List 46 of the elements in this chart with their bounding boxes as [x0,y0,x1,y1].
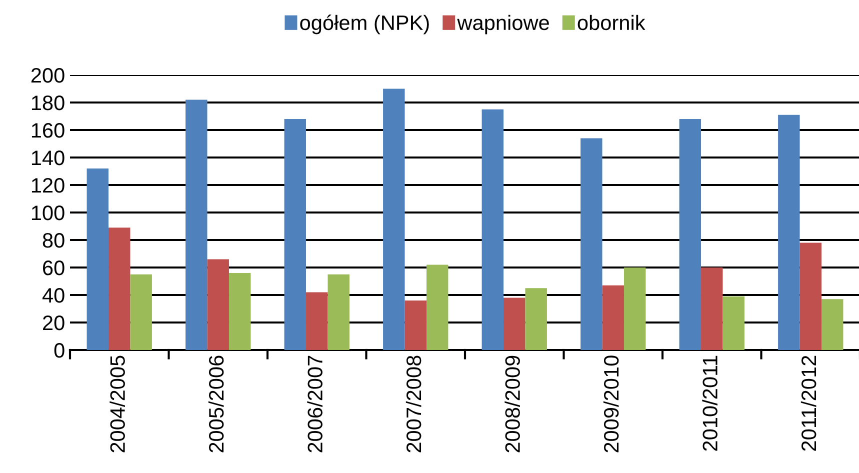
y-tick-label: 60 [43,260,64,276]
bar [701,268,723,350]
bar [228,273,251,350]
bar [778,114,800,350]
bar [821,299,844,350]
y-tick-label: 80 [42,233,64,248]
bar [284,119,306,350]
x-tick-label: 2010/2011 [702,356,718,451]
bar [525,288,547,350]
bar [580,138,602,350]
bar [306,292,328,350]
bar [426,264,448,350]
y-tick-label: 180 [32,96,64,110]
bar [482,109,504,350]
y-tick-label: 20 [43,316,64,330]
bar [108,228,130,350]
bar [383,88,405,350]
x-tick-label: 2009/2010 [603,356,619,452]
x-tick-label: 2007/2008 [406,356,422,452]
bar [86,168,109,350]
bar [602,285,624,350]
legend-label: ogółem (NPK) [300,14,429,34]
bar [679,119,702,350]
y-tick-label: 140 [32,150,64,166]
y-tick-label: 40 [42,288,64,303]
y-tick-label: 200 [31,68,64,83]
x-tick-label: 2005/2006 [208,356,224,452]
x-tick-label: 2011/2012 [800,356,816,451]
bar [722,296,744,350]
bar [404,300,426,350]
bar [504,298,526,350]
x-tick-label: 2006/2007 [307,356,322,452]
y-tick-label: 120 [32,178,64,193]
y-tick-label: 100 [32,206,64,220]
bar [207,259,229,350]
x-tick-label: 2004/2005 [110,356,125,452]
bar [130,274,152,350]
bar [800,242,822,350]
bar [328,274,350,350]
legend-label: wapniowe [457,14,549,34]
y-tick-label: 160 [32,123,64,138]
y-tick-label: 0 [54,343,64,358]
x-tick-label: 2008/2009 [504,356,520,452]
legend-label: obornik [578,14,646,30]
bar [624,268,646,350]
bar [186,100,208,350]
